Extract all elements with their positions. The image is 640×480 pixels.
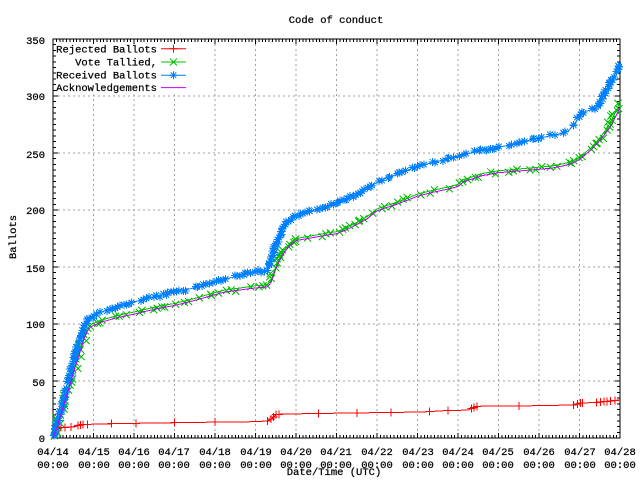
svg-text:00:00: 00:00 [442,460,474,472]
svg-text:Received Ballots: Received Ballots [56,71,157,83]
svg-text:04/28: 04/28 [604,447,636,459]
svg-text:00:00: 00:00 [280,460,312,472]
svg-text:00:00: 00:00 [78,460,110,472]
svg-text:00:00: 00:00 [361,460,393,472]
svg-text:Code of conduct: Code of conduct [289,15,384,27]
svg-text:100: 100 [26,320,45,332]
svg-text:04/16: 04/16 [118,447,150,459]
svg-text:04/20: 04/20 [280,447,312,459]
svg-text:00:00: 00:00 [320,460,352,472]
svg-text:250: 250 [26,150,45,162]
svg-text:Vote Tallied,: Vote Tallied, [75,58,157,70]
svg-text:200: 200 [26,206,45,218]
svg-text:Ballots: Ballots [8,215,20,259]
svg-text:04/15: 04/15 [78,447,110,459]
svg-text:300: 300 [26,92,45,104]
svg-text:00:00: 00:00 [118,460,150,472]
svg-text:04/25: 04/25 [482,447,514,459]
svg-text:04/18: 04/18 [199,447,231,459]
svg-text:04/23: 04/23 [402,447,434,459]
svg-text:0: 0 [39,434,45,446]
svg-text:04/14: 04/14 [37,447,69,459]
svg-text:00:00: 00:00 [240,460,272,472]
svg-text:00:00: 00:00 [482,460,514,472]
svg-text:04/22: 04/22 [361,447,393,459]
svg-text:04/26: 04/26 [523,447,555,459]
svg-text:04/19: 04/19 [240,447,272,459]
svg-text:50: 50 [32,378,45,390]
svg-text:04/27: 04/27 [564,447,596,459]
svg-text:00:00: 00:00 [37,460,69,472]
svg-text:Rejected Ballots: Rejected Ballots [56,44,157,56]
svg-text:Date/Time (UTC): Date/Time (UTC) [287,467,382,479]
svg-text:00:00: 00:00 [199,460,231,472]
svg-text:00:00: 00:00 [564,460,596,472]
svg-text:04/24: 04/24 [442,447,474,459]
svg-text:00:00: 00:00 [523,460,555,472]
svg-text:00:00: 00:00 [604,460,636,472]
svg-text:350: 350 [26,36,45,48]
svg-text:00:00: 00:00 [402,460,434,472]
svg-text:150: 150 [26,264,45,276]
svg-text:00:00: 00:00 [158,460,190,472]
svg-text:04/17: 04/17 [158,447,190,459]
svg-text:Acknowledgements: Acknowledgements [56,83,157,95]
svg-text:04/21: 04/21 [320,447,352,459]
